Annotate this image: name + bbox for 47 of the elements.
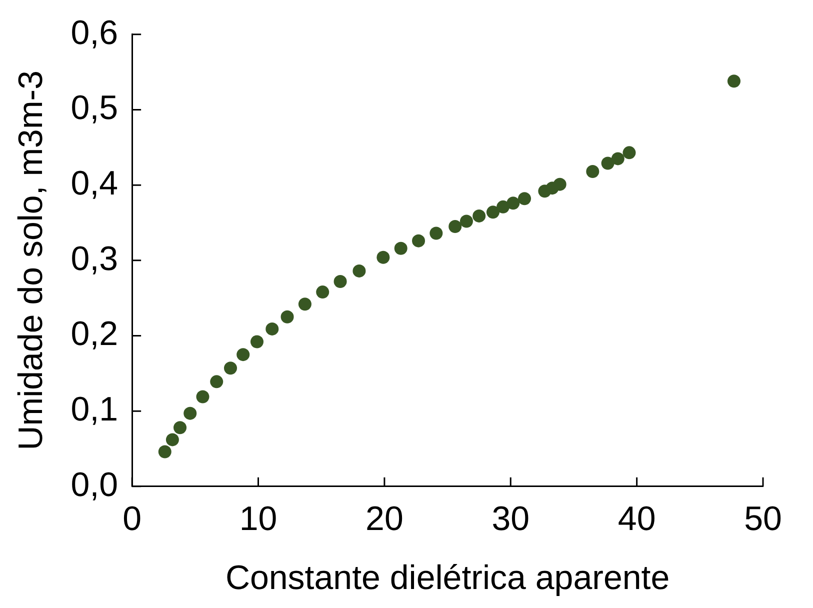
point (412, 234, 426, 248)
point (224, 362, 237, 375)
point (601, 156, 614, 170)
point (334, 274, 347, 288)
point (460, 214, 473, 228)
y-tick-label: 0,3 (70, 240, 118, 278)
point (196, 390, 210, 404)
point (316, 286, 330, 299)
point (280, 310, 294, 324)
point (518, 192, 532, 206)
point (496, 200, 510, 214)
point (210, 375, 224, 388)
point (553, 178, 566, 191)
y-tick-label: 0,6 (70, 14, 118, 52)
point (394, 242, 408, 255)
point (376, 250, 390, 264)
point (236, 348, 250, 362)
point (727, 74, 740, 88)
point (158, 445, 172, 458)
x-tick-label: 50 (744, 500, 782, 538)
y-axis-title: Umidade do solo, m3m-3 (12, 70, 50, 450)
point (430, 226, 443, 240)
x-tick-label: 30 (492, 500, 530, 538)
point (472, 209, 486, 222)
y-tick-label: 0,1 (70, 390, 118, 428)
point (506, 196, 520, 210)
x-tick-label: 20 (366, 500, 404, 538)
point (486, 206, 500, 219)
y-tick-label: 0,0 (70, 466, 118, 504)
point (250, 335, 264, 348)
point (166, 433, 179, 446)
point (586, 165, 600, 178)
y-tick-label: 0,5 (70, 89, 118, 128)
y-tick-label: 0,4 (70, 164, 118, 202)
point (266, 322, 279, 336)
x-tick-label: 0 (122, 500, 142, 538)
point (352, 264, 366, 278)
point (184, 406, 197, 420)
point (611, 152, 624, 166)
point (174, 421, 187, 434)
point (448, 220, 462, 233)
x-tick-label: 10 (239, 500, 278, 538)
x-tick-label: 40 (618, 500, 656, 538)
x-axis-title: Constante dielétrica aparente (225, 558, 670, 597)
y-tick-label: 0,2 (70, 315, 118, 354)
point (622, 146, 636, 160)
point (298, 298, 312, 311)
